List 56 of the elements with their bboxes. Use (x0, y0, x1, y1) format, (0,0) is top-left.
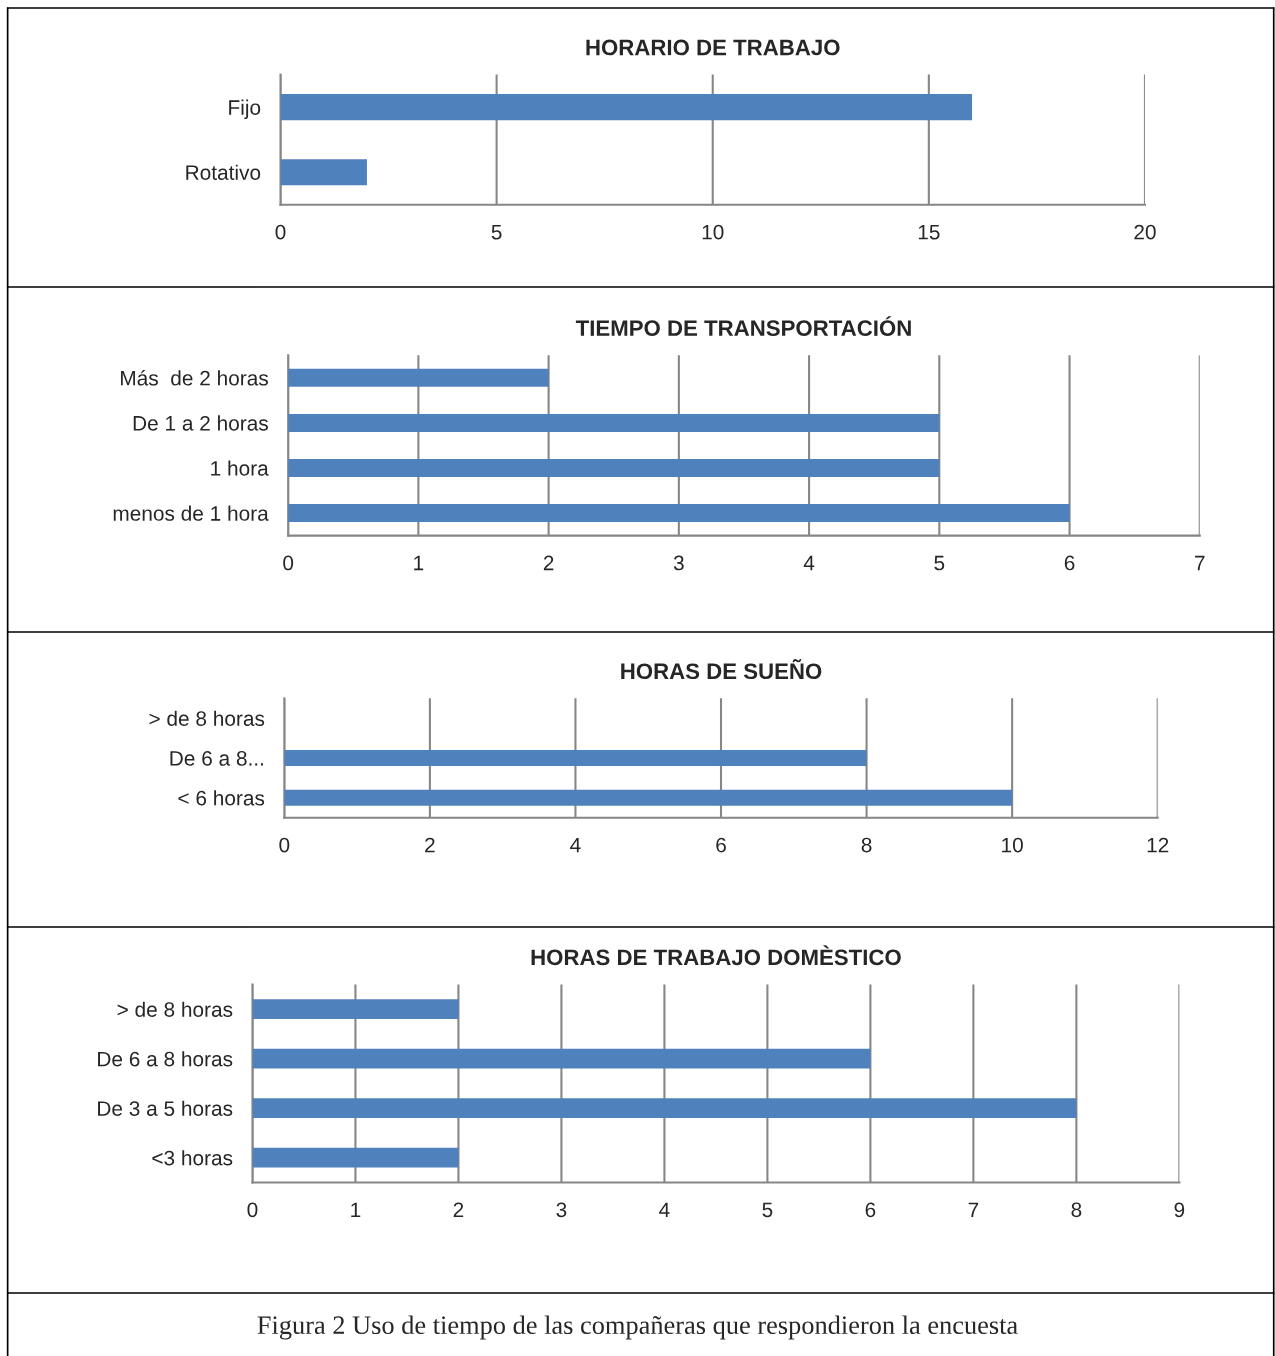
y-tick-label: <3 horas (152, 1150, 233, 1166)
x-tick-label: 6 (716, 837, 726, 853)
y-tick-label: De 6 a 8... (170, 751, 263, 766)
bar (288, 413, 940, 432)
y-tick-label: Fijo (229, 99, 261, 119)
y-tick-label: De 3 a 5 horas (98, 1100, 233, 1116)
y-tick-label: > de 8 horas (149, 710, 265, 726)
x-tick-label: 0 (275, 224, 286, 240)
x-tick-label: 7 (1195, 555, 1205, 571)
bar (252, 1098, 1077, 1119)
x-tick-label: 10 (1002, 837, 1023, 853)
y-tick-label: Más de 2 horas (121, 370, 268, 386)
x-tick-label: 1 (414, 555, 424, 571)
x-tick-label: 5 (762, 1202, 773, 1218)
x-tick-label: 0 (283, 555, 294, 571)
x-tick-label: 5 (491, 224, 502, 240)
x-tick-label: 8 (861, 837, 872, 853)
chart-title: TIEMPO DE TRANSPORTACIÓN (575, 316, 911, 337)
x-tick-label: 0 (279, 837, 290, 853)
y-tick-label: < 6 horas (178, 790, 265, 806)
x-tick-label: 3 (673, 555, 684, 571)
x-tick-label: 6 (1064, 555, 1075, 571)
x-tick-label: 7 (968, 1202, 979, 1217)
bar (252, 1147, 459, 1168)
x-tick-label: 12 (1147, 837, 1169, 853)
x-tick-label: 4 (803, 555, 815, 571)
y-tick-label: 1 hora (211, 460, 269, 476)
bar (252, 1048, 871, 1069)
bar (288, 504, 1070, 523)
x-tick-label: 0 (247, 1202, 258, 1218)
bar (252, 999, 459, 1020)
y-tick-label: menos de 1 hora (113, 505, 269, 521)
x-tick-label: 5 (934, 555, 945, 571)
x-tick-label: 8 (1071, 1202, 1082, 1218)
x-tick-label: 2 (425, 837, 435, 853)
x-tick-label: 20 (1134, 224, 1156, 240)
x-tick-label: 15 (918, 224, 940, 240)
x-tick-label: 1 (351, 1202, 361, 1217)
chart-title: HORAS DE SUEÑO (621, 659, 822, 680)
text: Figura 2 Uso de tiempo de las compañeras que respondieron la encuesta (257, 1315, 1018, 1340)
x-tick-label: 4 (659, 1202, 670, 1217)
y-tick-label: Rotativo (186, 164, 261, 180)
x-tick-label: 6 (865, 1202, 876, 1218)
bar (288, 458, 940, 478)
y-tick-label: > de 8 horas (117, 1001, 233, 1017)
x-tick-label: 2 (453, 1202, 464, 1217)
bar (288, 368, 549, 387)
x-tick-label: 10 (702, 224, 724, 240)
y-tick-label: De 1 a 2 horas (133, 415, 268, 431)
x-tick-label: 4 (570, 837, 581, 853)
chart-title: HORAS DE TRABAJO DOMÈSTICO (531, 945, 901, 966)
x-tick-label: 3 (556, 1202, 567, 1218)
y-tick-label: De 6 a 8 horas (98, 1051, 233, 1067)
x-tick-label: 9 (1174, 1202, 1185, 1218)
chart-title: HORARIO DE TRABAJO (586, 39, 840, 56)
x-tick-label: 2 (543, 555, 554, 571)
